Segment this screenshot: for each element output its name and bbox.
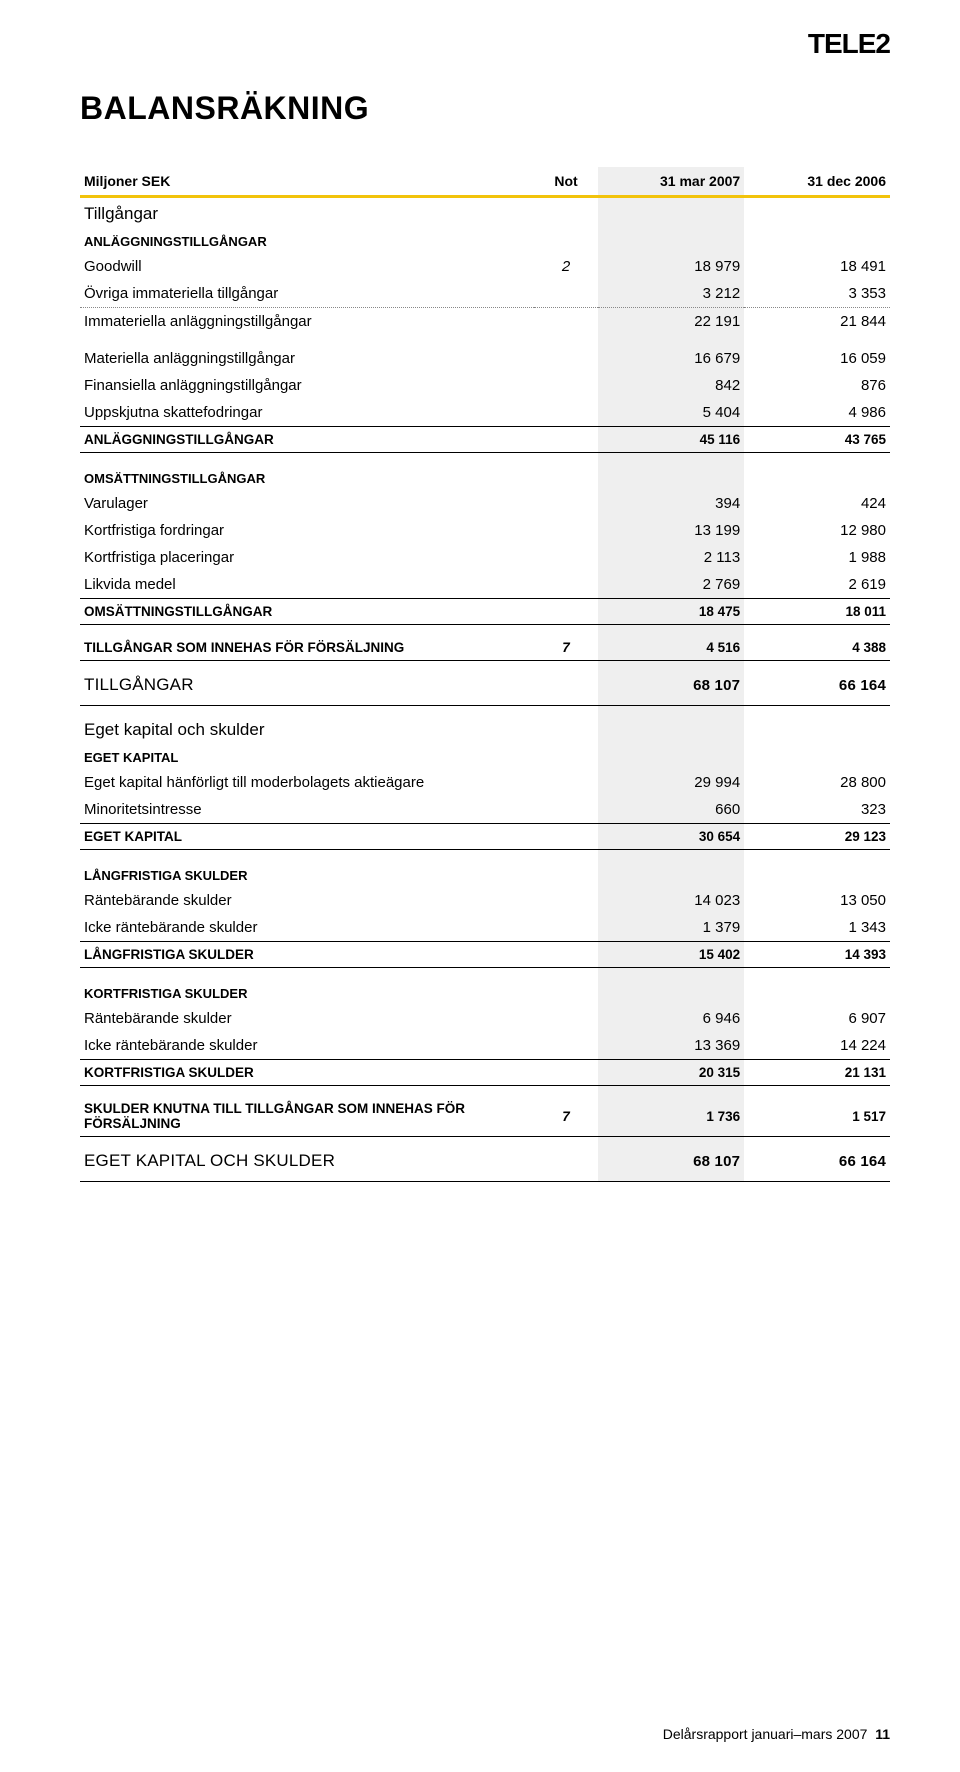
total-equity-liabilities: EGET KAPITAL OCH SKULDER 68 107 66 164 bbox=[80, 1137, 890, 1182]
subheader-fixed-assets: ANLÄGGNINGSTILLGÅNGAR bbox=[80, 228, 890, 253]
table-row: Likvida medel 2 769 2 619 bbox=[80, 571, 890, 599]
section-equity-liabilities: Eget kapital och skulder bbox=[80, 706, 890, 745]
col-label: Miljoner SEK bbox=[80, 167, 534, 197]
liabilities-held-for-sale: SKULDER KNUTNA TILL TILLGÅNGAR SOM INNEH… bbox=[80, 1096, 890, 1137]
section-assets: Tillgångar bbox=[80, 197, 890, 229]
table-row: Varulager 394 424 bbox=[80, 490, 890, 517]
table-row: Icke räntebärande skulder 1 379 1 343 bbox=[80, 914, 890, 942]
balance-sheet-table: Miljoner SEK Not 31 mar 2007 31 dec 2006… bbox=[80, 167, 890, 1182]
brand-logo: TELE2 bbox=[808, 28, 890, 60]
subheader-long-liabilities: LÅNGFRISTIGA SKULDER bbox=[80, 850, 890, 888]
col-not: Not bbox=[534, 167, 599, 197]
total-long-liabilities: LÅNGFRISTIGA SKULDER 15 402 14 393 bbox=[80, 942, 890, 968]
brand-logo-text: TELE2 bbox=[808, 28, 890, 59]
assets-held-for-sale: TILLGÅNGAR SOM INNEHAS FÖR FÖRSÄLJNING 7… bbox=[80, 635, 890, 661]
subheader-equity: EGET KAPITAL bbox=[80, 744, 890, 769]
table-row: Icke räntebärande skulder 13 369 14 224 bbox=[80, 1032, 890, 1060]
col-period-2: 31 dec 2006 bbox=[744, 167, 890, 197]
total-fixed-assets: ANLÄGGNINGSTILLGÅNGAR 45 116 43 765 bbox=[80, 427, 890, 453]
col-period-1: 31 mar 2007 bbox=[598, 167, 744, 197]
table-row: Immateriella anläggningstillgångar 22 19… bbox=[80, 308, 890, 336]
table-row: Räntebärande skulder 14 023 13 050 bbox=[80, 887, 890, 914]
table-row: Materiella anläggningstillgångar 16 679 … bbox=[80, 345, 890, 372]
subheader-short-liabilities: KORTFRISTIGA SKULDER bbox=[80, 968, 890, 1006]
table-row: Minoritetsintresse 660 323 bbox=[80, 796, 890, 824]
subheader-current-assets: OMSÄTTNINGSTILLGÅNGAR bbox=[80, 453, 890, 491]
total-equity: EGET KAPITAL 30 654 29 123 bbox=[80, 824, 890, 850]
table-row: Finansiella anläggningstillgångar 842 87… bbox=[80, 372, 890, 399]
table-row: Kortfristiga placeringar 2 113 1 988 bbox=[80, 544, 890, 571]
table-row: Eget kapital hänförligt till moderbolage… bbox=[80, 769, 890, 796]
table-row: Kortfristiga fordringar 13 199 12 980 bbox=[80, 517, 890, 544]
section-assets-label: Tillgångar bbox=[80, 197, 534, 229]
total-short-liabilities: KORTFRISTIGA SKULDER 20 315 21 131 bbox=[80, 1060, 890, 1086]
subheader-fixed-assets-label: ANLÄGGNINGSTILLGÅNGAR bbox=[80, 228, 534, 253]
page-footer: Delårsrapport januari–mars 2007 11 bbox=[663, 1726, 890, 1742]
total-current-assets: OMSÄTTNINGSTILLGÅNGAR 18 475 18 011 bbox=[80, 599, 890, 625]
footer-text: Delårsrapport januari–mars 2007 bbox=[663, 1726, 868, 1742]
page: TELE2 BALANSRÄKNING Miljoner SEK Not 31 … bbox=[0, 0, 960, 1772]
page-title: BALANSRÄKNING bbox=[80, 90, 890, 127]
table-row: Övriga immateriella tillgångar 3 212 3 3… bbox=[80, 280, 890, 308]
table-row: Uppskjutna skattefodringar 5 404 4 986 bbox=[80, 399, 890, 427]
footer-page-number: 11 bbox=[875, 1726, 890, 1742]
table-row: Räntebärande skulder 6 946 6 907 bbox=[80, 1005, 890, 1032]
table-header-row: Miljoner SEK Not 31 mar 2007 31 dec 2006 bbox=[80, 167, 890, 197]
total-assets: TILLGÅNGAR 68 107 66 164 bbox=[80, 661, 890, 706]
table-row: Goodwill 2 18 979 18 491 bbox=[80, 253, 890, 280]
